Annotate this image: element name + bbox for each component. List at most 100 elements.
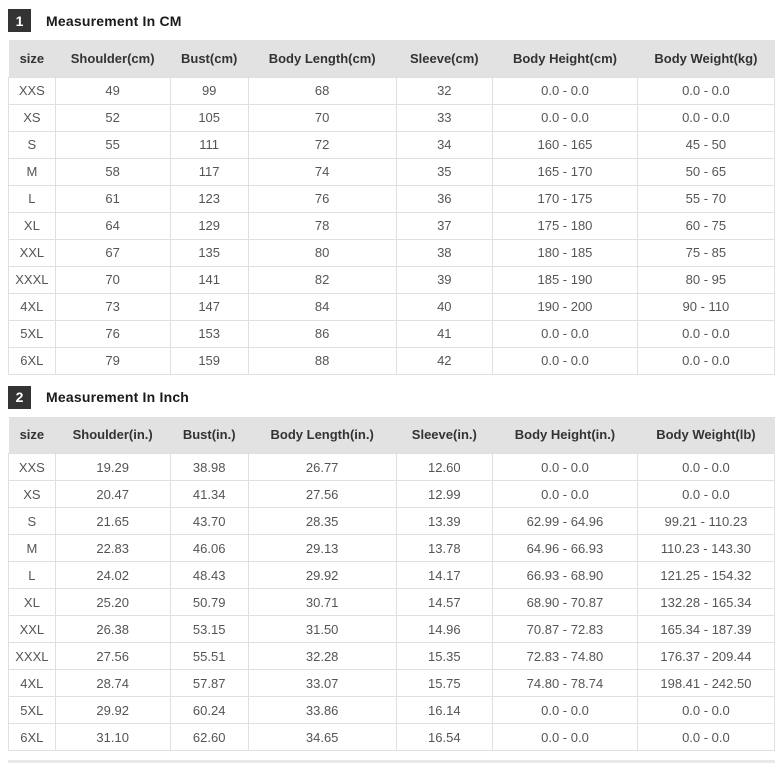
value-cell: 0.0 - 0.0 — [492, 453, 638, 481]
section-header-inch: 2 Measurement In Inch — [8, 385, 775, 409]
value-cell: 0.0 - 0.0 — [636, 319, 776, 348]
column-header-row: size Shoulder(in.) Bust(in.) Body Length(in… — [8, 416, 775, 454]
table-row: XS 20.47 41.34 27.56 12.99 0.0 - 0.0 0.0 - 0.0 — [8, 480, 776, 508]
value-cell: 190 - 200 — [492, 292, 638, 321]
section-title: Measurement In CM — [46, 12, 182, 29]
column-header: Body Height(in.) — [492, 416, 638, 454]
value-cell: 22.83 — [54, 534, 171, 562]
size-cell: S — [8, 507, 56, 535]
value-cell: 132.28 - 165.34 — [636, 588, 776, 616]
value-cell: 0.0 - 0.0 — [636, 480, 776, 508]
value-cell: 12.99 — [395, 480, 494, 508]
value-cell: 121.25 - 154.32 — [636, 561, 776, 589]
size-cell: S — [8, 130, 56, 159]
size-cell: XXXL — [8, 265, 56, 294]
value-cell: 70 — [54, 265, 171, 294]
value-cell: 147 — [169, 292, 249, 321]
value-cell: 80 — [247, 238, 397, 267]
value-cell: 0.0 - 0.0 — [636, 453, 776, 481]
value-cell: 29.92 — [54, 696, 171, 724]
size-cell: XXS — [8, 453, 56, 481]
value-cell: 76 — [247, 184, 397, 213]
value-cell: 153 — [169, 319, 249, 348]
size-cell: XL — [8, 588, 56, 616]
value-cell: 0.0 - 0.0 — [492, 76, 638, 105]
size-cell: 4XL — [8, 669, 56, 697]
value-cell: 159 — [169, 346, 249, 375]
table-row: XXS 19.29 38.98 26.77 12.60 0.0 - 0.0 0.0 - 0.… — [8, 453, 776, 481]
value-cell: 31.50 — [247, 615, 397, 643]
value-cell: 123 — [169, 184, 249, 213]
table-row: 5XL 29.92 60.24 33.86 16.14 0.0 - 0.0 0.0 - 0.… — [8, 696, 776, 724]
value-cell: 165 - 170 — [492, 157, 638, 186]
value-cell: 21.65 — [54, 507, 171, 535]
value-cell: 72.83 - 74.80 — [492, 642, 638, 670]
value-cell: 52 — [54, 103, 171, 132]
table-row: XS 52 105 70 33 0.0 - 0.0 0.0 - 0.0 — [8, 103, 776, 132]
size-cell: XL — [8, 211, 56, 240]
value-cell: 78 — [247, 211, 397, 240]
section-measurement-inch: 2 Measurement In Inch size Shoulder(in.) B… — [8, 385, 776, 751]
table-row: S 21.65 43.70 28.35 13.39 62.99 - 64.96 99.21 … — [8, 507, 776, 535]
size-cell: 6XL — [8, 723, 56, 751]
value-cell: 39 — [395, 265, 494, 294]
section-measurement-cm: 1 Measurement In CM size Shoulder(cm) Bust… — [8, 9, 776, 375]
value-cell: 90 - 110 — [636, 292, 776, 321]
value-cell: 50.79 — [169, 588, 249, 616]
table-row: XXL 67 135 80 38 180 - 185 75 - 85 — [8, 238, 776, 267]
table-row: 4XL 73 147 84 40 190 - 200 90 - 110 — [8, 292, 776, 321]
value-cell: 0.0 - 0.0 — [492, 103, 638, 132]
value-cell: 38.98 — [169, 453, 249, 481]
value-cell: 53.15 — [169, 615, 249, 643]
value-cell: 72 — [247, 130, 397, 159]
size-cell: XXL — [8, 238, 56, 267]
size-cell: L — [8, 184, 56, 213]
value-cell: 76 — [54, 319, 171, 348]
value-cell: 50 - 65 — [636, 157, 776, 186]
value-cell: 160 - 165 — [492, 130, 638, 159]
value-cell: 88 — [247, 346, 397, 375]
value-cell: 37 — [395, 211, 494, 240]
value-cell: 99.21 - 110.23 — [636, 507, 776, 535]
value-cell: 111 — [169, 130, 249, 159]
value-cell: 0.0 - 0.0 — [636, 103, 776, 132]
section-header-cm: 1 Measurement In CM — [8, 9, 775, 32]
value-cell: 62.99 - 64.96 — [492, 507, 638, 535]
value-cell: 61 — [54, 184, 171, 213]
table-row: L 24.02 48.43 29.92 14.17 66.93 - 68.90 121.25… — [8, 561, 776, 589]
value-cell: 135 — [169, 238, 249, 267]
column-header: Body Length(in.) — [248, 416, 397, 454]
table-row: 6XL 79 159 88 42 0.0 - 0.0 0.0 - 0.0 — [8, 346, 776, 375]
value-cell: 70.87 - 72.83 — [492, 615, 638, 643]
value-cell: 41 — [395, 319, 494, 348]
column-header: Body Length(cm) — [248, 40, 397, 77]
value-cell: 33.07 — [247, 669, 397, 697]
value-cell: 55 - 70 — [636, 184, 776, 213]
value-cell: 34 — [395, 130, 494, 159]
value-cell: 82 — [247, 265, 397, 294]
value-cell: 0.0 - 0.0 — [492, 319, 638, 348]
value-cell: 36 — [395, 184, 494, 213]
value-cell: 30.71 — [247, 588, 397, 616]
value-cell: 198.41 - 242.50 — [636, 669, 776, 697]
value-cell: 80 - 95 — [636, 265, 776, 294]
table-row: XL 25.20 50.79 30.71 14.57 68.90 - 70.87 132.2… — [8, 588, 776, 616]
value-cell: 34.65 — [247, 723, 397, 751]
size-cell: M — [8, 157, 56, 186]
value-cell: 129 — [169, 211, 249, 240]
value-cell: 74 — [247, 157, 397, 186]
table-row: XXXL 27.56 55.51 32.28 15.35 72.83 - 74.80 176… — [8, 642, 776, 670]
value-cell: 29.92 — [247, 561, 397, 589]
value-cell: 176.37 - 209.44 — [636, 642, 776, 670]
value-cell: 14.57 — [395, 588, 494, 616]
value-cell: 15.35 — [395, 642, 494, 670]
value-cell: 25.20 — [54, 588, 171, 616]
value-cell: 15.75 — [395, 669, 494, 697]
column-header: size — [8, 40, 56, 77]
value-cell: 0.0 - 0.0 — [492, 346, 638, 375]
value-cell: 79 — [54, 346, 171, 375]
value-cell: 170 - 175 — [492, 184, 638, 213]
value-cell: 40 — [395, 292, 494, 321]
value-cell: 99 — [169, 76, 249, 105]
